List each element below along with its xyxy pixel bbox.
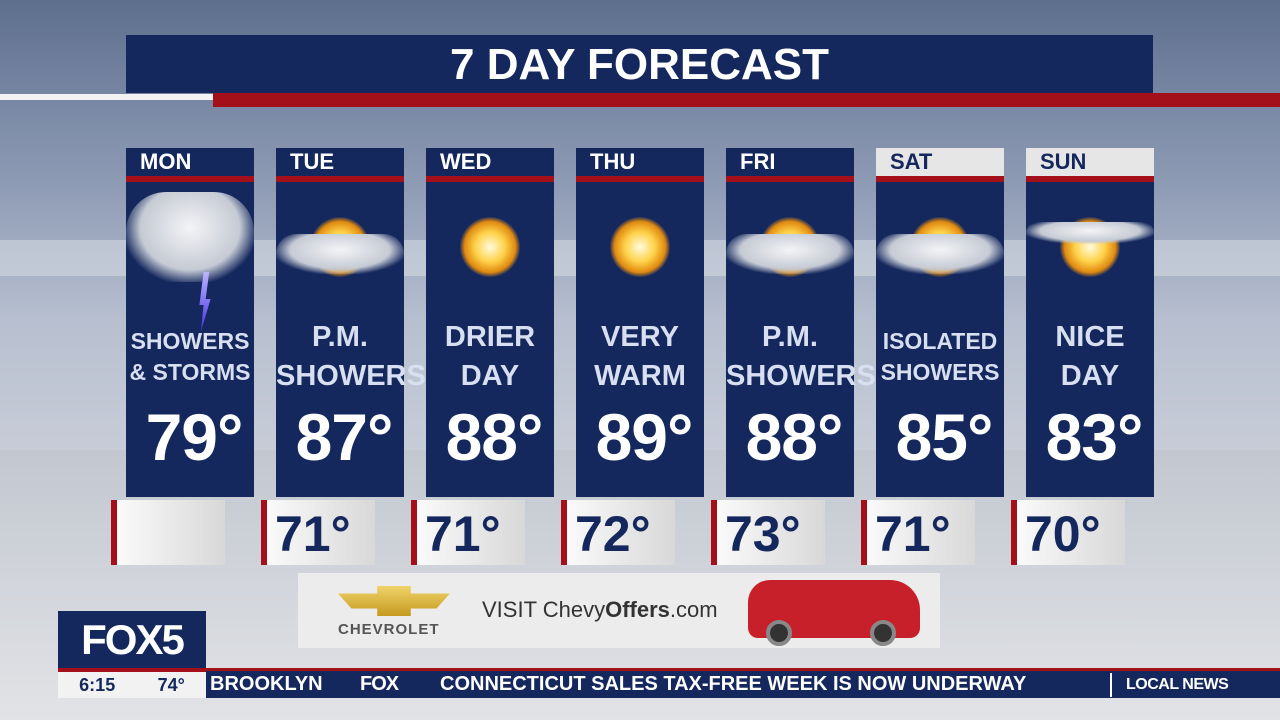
day-column-tue: TUE P.M. SHOWERS 87° bbox=[276, 148, 426, 497]
day-column-thu: THU VERY WARM 89° bbox=[576, 148, 704, 497]
low-temp bbox=[111, 500, 225, 565]
mostly-sunny-icon bbox=[1026, 182, 1154, 312]
red-stripe bbox=[726, 176, 854, 182]
fox5-logo: FOX5 bbox=[58, 611, 206, 668]
low-temp: 71° bbox=[261, 500, 375, 565]
ticker-location: BROOKLYN bbox=[210, 673, 323, 695]
sun-icon bbox=[576, 182, 704, 312]
chevrolet-logo-icon bbox=[338, 586, 450, 616]
day-column-sat: SAT ISOLATED SHOWERS 85° bbox=[876, 148, 1004, 497]
day-label: WED bbox=[426, 148, 554, 176]
wheel bbox=[766, 620, 792, 646]
red-stripe bbox=[276, 176, 404, 182]
low-temp: 72° bbox=[561, 500, 675, 565]
low-temp: 73° bbox=[711, 500, 825, 565]
day-column-sun: SUN NICE DAY 83° bbox=[1026, 148, 1154, 497]
title-red-bar bbox=[213, 93, 1280, 107]
chevrolet-ad[interactable]: CHEVROLET VISIT ChevyOffers.com bbox=[298, 573, 940, 648]
high-temp: 87° bbox=[295, 400, 394, 474]
high-temp: 85° bbox=[895, 400, 994, 474]
divider bbox=[0, 94, 213, 100]
red-stripe bbox=[126, 176, 254, 182]
thunderstorm-icon bbox=[126, 182, 254, 332]
red-stripe bbox=[576, 176, 704, 182]
sun-icon bbox=[426, 182, 554, 312]
current-temp: 74° bbox=[157, 675, 185, 695]
ticker-segment: LOCAL NEWS bbox=[1126, 676, 1229, 693]
day-column-wed: WED DRIER DAY 88° bbox=[426, 148, 554, 497]
forecast-title: 7 DAY FORECAST bbox=[126, 35, 1153, 93]
day-label: FRI bbox=[726, 148, 854, 176]
high-temp: 88° bbox=[745, 400, 844, 474]
red-stripe bbox=[876, 176, 1004, 182]
condition-text: ISOLATED SHOWERS bbox=[880, 328, 1000, 385]
condition-text: DRIER DAY bbox=[444, 321, 536, 392]
high-temp: 88° bbox=[445, 400, 544, 474]
ticker-headline: CONNECTICUT SALES TAX-FREE WEEK IS NOW U… bbox=[440, 673, 1027, 695]
condition-text: VERY WARM bbox=[594, 321, 686, 392]
condition-text: SHOWERS & STORMS bbox=[129, 328, 251, 385]
condition-text: P.M. SHOWERS bbox=[726, 321, 876, 392]
low-temp: 70° bbox=[1011, 500, 1125, 565]
logo-red-line bbox=[58, 668, 206, 672]
high-temp: 83° bbox=[1045, 400, 1144, 474]
red-stripe bbox=[426, 176, 554, 182]
fox-logo: FOX bbox=[360, 673, 399, 695]
day-label: TUE bbox=[276, 148, 404, 176]
high-temp: 89° bbox=[595, 400, 694, 474]
day-label: SUN bbox=[1026, 148, 1154, 176]
day-label: THU bbox=[576, 148, 704, 176]
partly-cloudy-icon bbox=[876, 182, 1004, 312]
current-time: 6:15 bbox=[79, 675, 116, 695]
condition-text: NICE DAY bbox=[1055, 321, 1125, 392]
car-image bbox=[748, 580, 920, 646]
ad-text: VISIT ChevyOffers.com bbox=[482, 597, 718, 622]
time-temp-box: 6:15 74° bbox=[58, 672, 206, 698]
day-label: SAT bbox=[876, 148, 1004, 176]
partly-cloudy-icon bbox=[276, 182, 404, 312]
day-column-mon: MON SHOWERS & STORMS 79° bbox=[126, 148, 254, 497]
red-stripe bbox=[1026, 176, 1154, 182]
ticker-separator bbox=[1110, 673, 1112, 697]
day-column-fri: FRI P.M. SHOWERS 88° bbox=[726, 148, 876, 497]
news-ticker: BROOKLYN FOX CONNECTICUT SALES TAX-FREE … bbox=[206, 668, 1280, 698]
condition-text: P.M. SHOWERS bbox=[276, 321, 426, 392]
low-temp: 71° bbox=[411, 500, 525, 565]
low-temp: 71° bbox=[861, 500, 975, 565]
ad-brand: CHEVROLET bbox=[338, 621, 440, 638]
day-label: MON bbox=[126, 148, 254, 176]
high-temp: 79° bbox=[145, 400, 244, 474]
partly-cloudy-icon bbox=[726, 182, 854, 312]
wheel bbox=[870, 620, 896, 646]
